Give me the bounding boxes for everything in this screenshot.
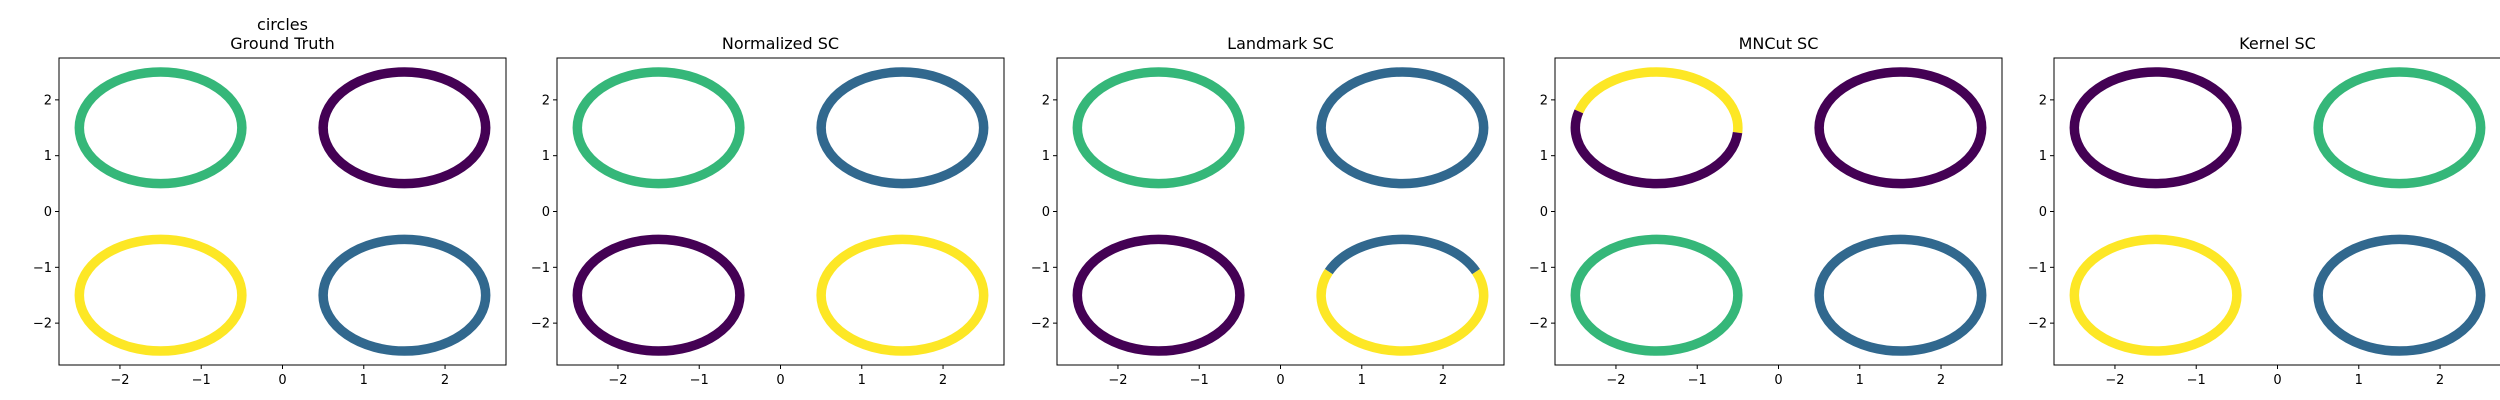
subplot-3: −2 −1 0 1 2 −2 −1 0 1 2 Landmark SC: [1031, 34, 1505, 388]
y-tick-label: 1: [44, 149, 52, 164]
circle-cluster-2-segment-1: [816, 67, 989, 189]
y-tick-label: −2: [33, 317, 52, 332]
y-tick-label: −2: [531, 317, 550, 332]
circle-cluster-4-segment-1: [2313, 234, 2486, 356]
x-tick-label: −2: [110, 373, 129, 388]
x-tick-label: −2: [1108, 373, 1127, 388]
axes-frame: [58, 57, 507, 366]
y-tick-label: −1: [1031, 261, 1050, 276]
axes-frame: [1554, 57, 2003, 366]
subplot-1: −2 −1 0 1 2 −2 −1 0 1 2 circles Ground Truth: [33, 15, 507, 388]
circle-cluster-2-segment-1: [1316, 67, 1489, 189]
y-tick-label: 2: [542, 93, 550, 108]
circle-cluster-4-segment-1: [318, 234, 491, 356]
circle-cluster-1-segment-2: [1570, 109, 1743, 189]
circle-cluster-2-segment-1: [318, 67, 491, 189]
x-tick-label: 2: [441, 373, 449, 388]
x-tick-label: −1: [1688, 373, 1707, 388]
x-tick-label: 0: [1276, 373, 1284, 388]
circle-cluster-3-segment-1: [572, 234, 745, 356]
subplot-title: Landmark SC: [1227, 34, 1334, 53]
y-tick-label: 1: [2039, 149, 2047, 164]
circle-cluster-1-segment-1: [1574, 67, 1743, 134]
x-tick-label: −1: [2187, 373, 2206, 388]
circle-cluster-3-segment-1: [74, 234, 247, 356]
y-tick-label: 0: [542, 205, 550, 220]
circle-cluster-1-segment-1: [2069, 67, 2242, 189]
circle-cluster-2-segment-1: [2313, 67, 2486, 189]
circle-cluster-3-segment-1: [1570, 234, 1743, 356]
axes-frame: [556, 57, 1005, 366]
y-tick-label: 0: [1540, 205, 1548, 220]
subplot-title: MNCut SC: [1739, 34, 1819, 53]
y-tick-label: 2: [44, 93, 52, 108]
x-tick-label: 0: [278, 373, 286, 388]
y-tick-label: 0: [44, 205, 52, 220]
circle-cluster-1-segment-1: [572, 67, 745, 189]
subplot-title: circles Ground Truth: [230, 15, 335, 53]
y-tick-label: 1: [1042, 149, 1050, 164]
x-tick-label: −1: [1190, 373, 1209, 388]
circle-cluster-3-segment-1: [1072, 234, 1245, 356]
y-tick-label: −2: [1529, 317, 1548, 332]
x-tick-label: 1: [858, 373, 866, 388]
y-tick-label: 1: [1540, 149, 1548, 164]
y-tick-label: −2: [2028, 317, 2047, 332]
y-tick-label: 1: [542, 149, 550, 164]
x-tick-label: −1: [690, 373, 709, 388]
y-tick-label: −1: [2028, 261, 2047, 276]
circle-cluster-4-segment-1: [1814, 234, 1987, 356]
x-tick-label: −2: [608, 373, 627, 388]
subplot-2: −2 −1 0 1 2 −2 −1 0 1 2 Normalized SC: [531, 34, 1005, 388]
x-tick-label: 1: [360, 373, 368, 388]
x-tick-label: 2: [939, 373, 947, 388]
axes-frame: [2053, 57, 2500, 366]
circle-cluster-4-segment-1: [816, 234, 989, 356]
x-tick-label: 1: [1358, 373, 1366, 388]
subplot-title: Kernel SC: [2239, 34, 2316, 53]
subplot-4: −2 −1 0 1 2 −2 −1 0 1 2 MNCut SC: [1529, 34, 2003, 388]
x-tick-label: 0: [776, 373, 784, 388]
axes-frame: [1056, 57, 1505, 366]
y-tick-label: 2: [1042, 93, 1050, 108]
y-tick-label: 2: [1540, 93, 1548, 108]
y-tick-label: −1: [1529, 261, 1548, 276]
circle-cluster-1-segment-1: [1072, 67, 1245, 189]
x-tick-label: 1: [2355, 373, 2363, 388]
x-tick-label: −2: [2105, 373, 2124, 388]
y-tick-label: −1: [531, 261, 550, 276]
y-tick-label: 0: [2039, 205, 2047, 220]
y-tick-label: −1: [33, 261, 52, 276]
circle-cluster-3-segment-1: [2069, 234, 2242, 356]
y-tick-label: 0: [1042, 205, 1050, 220]
y-tick-label: −2: [1031, 317, 1050, 332]
subplot-5: −2 −1 0 1 2 −2 −1 0 1 2 Kernel SC: [2028, 34, 2500, 388]
x-tick-label: 0: [2273, 373, 2281, 388]
circle-cluster-1-segment-1: [74, 67, 247, 189]
y-tick-label: 2: [2039, 93, 2047, 108]
circle-cluster-2-segment-1: [1814, 67, 1987, 189]
circle-cluster-4-segment-2: [1316, 268, 1489, 356]
x-tick-label: 2: [1937, 373, 1945, 388]
x-tick-label: 1: [1856, 373, 1864, 388]
subplot-title: Normalized SC: [722, 34, 839, 53]
x-tick-label: 2: [1439, 373, 1447, 388]
circle-cluster-4-segment-1: [1324, 234, 1480, 275]
x-tick-label: −1: [192, 373, 211, 388]
x-tick-label: 0: [1774, 373, 1782, 388]
x-tick-label: −2: [1606, 373, 1625, 388]
x-tick-label: 2: [2436, 373, 2444, 388]
